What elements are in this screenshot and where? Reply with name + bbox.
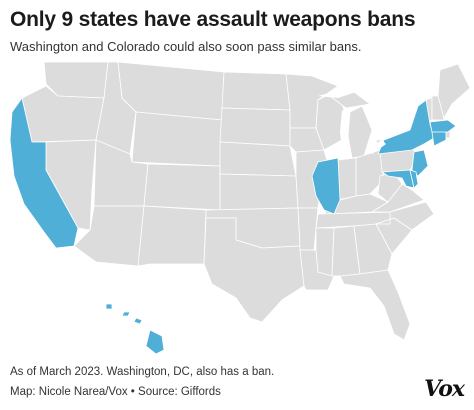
lake-michigan <box>340 110 350 150</box>
state-south-dakota <box>219 107 291 147</box>
state-nebraska <box>219 141 297 177</box>
states-with-ban <box>9 97 457 355</box>
state-mississippi <box>315 227 335 277</box>
state-delaware <box>409 169 419 189</box>
state-massachusetts <box>429 119 457 133</box>
lake-superior <box>318 90 356 98</box>
state-maine <box>437 63 471 119</box>
state-wyoming <box>131 111 223 167</box>
map-subtitle: Washington and Colorado could also soon … <box>10 39 362 54</box>
state-illinois <box>311 157 341 215</box>
state-north-carolina <box>375 201 435 231</box>
lake-erie <box>366 140 386 154</box>
state-new-jersey <box>411 149 429 177</box>
us-map <box>9 61 471 355</box>
great-lakes <box>318 90 386 154</box>
state-new-mexico <box>137 205 207 267</box>
state-california <box>9 97 79 249</box>
source-credit: Map: Nicole Narea/Vox • Source: Giffords <box>10 386 221 398</box>
state-colorado <box>143 163 221 211</box>
state-indiana <box>337 157 357 201</box>
state-hawaii <box>105 303 165 355</box>
state-north-dakota <box>221 71 291 111</box>
footnote: As of March 2023. Washington, DC, also h… <box>10 366 275 378</box>
state-kansas <box>219 173 299 211</box>
state-arkansas <box>297 207 319 251</box>
vox-logo: Vox <box>424 376 465 402</box>
state-ohio <box>355 149 385 197</box>
states-without-ban <box>21 61 471 341</box>
state-new-york <box>377 99 435 155</box>
state-texas <box>203 217 305 323</box>
map-title: Only 9 states have assault weapons bans <box>10 8 416 31</box>
state-florida <box>339 269 411 341</box>
